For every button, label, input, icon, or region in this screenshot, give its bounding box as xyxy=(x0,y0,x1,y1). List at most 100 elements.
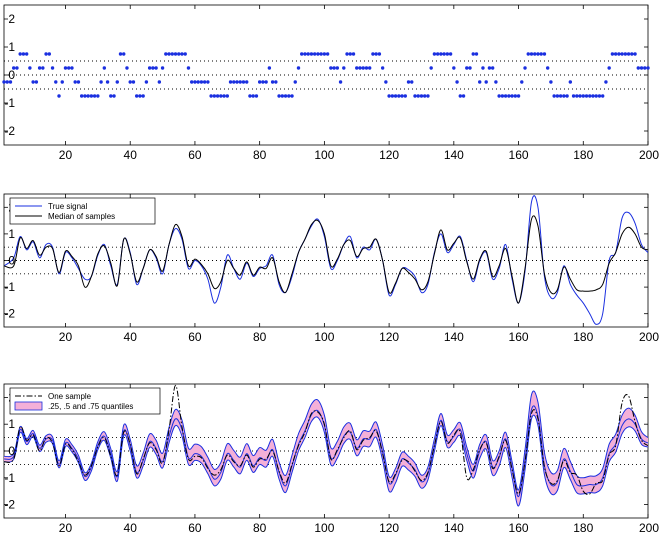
scatter-point xyxy=(238,80,242,84)
scatter-point xyxy=(160,66,165,70)
scatter-point xyxy=(539,52,543,56)
x-tick-label: 40 xyxy=(124,521,138,533)
scatter-point xyxy=(481,66,485,70)
scatter-point xyxy=(478,80,482,84)
x-tick-label: 20 xyxy=(59,148,73,162)
scatter-point xyxy=(351,52,356,56)
scatter-point xyxy=(387,94,391,98)
scatter-point xyxy=(73,80,77,84)
scatter-point xyxy=(8,80,13,84)
scatter-point xyxy=(393,94,398,98)
scatter-point xyxy=(423,94,427,98)
scatter-point xyxy=(345,52,349,56)
scatter-point xyxy=(193,80,197,84)
x-tick-label: 200 xyxy=(639,330,659,344)
x-tick-label: 180 xyxy=(573,330,593,344)
scatter-point xyxy=(465,66,469,70)
scatter-point xyxy=(151,66,155,70)
x-tick-label: 80 xyxy=(253,148,267,162)
scatter-point xyxy=(643,66,647,70)
x-tick-label: 100 xyxy=(314,330,334,344)
scatter-point xyxy=(199,80,204,84)
scatter-point xyxy=(34,80,39,84)
scatter-point xyxy=(290,94,294,98)
scatter-point xyxy=(329,66,333,70)
y-tick-label: -2 xyxy=(4,307,15,321)
x-tick-label: 100 xyxy=(314,521,334,533)
scatter-point xyxy=(112,94,116,98)
scatter-point xyxy=(173,52,178,56)
scatter-point xyxy=(468,66,472,70)
scatter-point xyxy=(5,80,9,84)
scatter-point xyxy=(322,52,327,56)
scatter-point xyxy=(248,94,252,98)
scatter-point xyxy=(591,94,595,98)
scatter-point xyxy=(316,52,320,56)
scatter-point xyxy=(503,94,508,98)
x-tick-label: 180 xyxy=(573,521,593,533)
scatter-point xyxy=(28,66,32,70)
scatter-point xyxy=(432,52,437,56)
scatter-point xyxy=(461,94,466,98)
scatter-point xyxy=(533,52,537,56)
scatter-point xyxy=(283,94,288,98)
scatter-point xyxy=(257,80,262,84)
series-median xyxy=(4,215,648,304)
scatter-point xyxy=(377,52,382,56)
scatter-point xyxy=(442,52,446,56)
legend-box xyxy=(9,197,156,225)
y-tick-label: -2 xyxy=(4,498,15,512)
panel-top-scatter: 20 40 60 80 100 120 140 160 180 200 -2 -1 0 1 2 xyxy=(2,4,659,162)
scatter-point xyxy=(245,80,249,84)
x-tick-label: 140 xyxy=(444,330,464,344)
scatter-point xyxy=(280,94,285,98)
scatter-point xyxy=(164,52,168,56)
scatter-point xyxy=(364,66,369,70)
scatter-point xyxy=(578,94,582,98)
scatter-point xyxy=(416,94,420,98)
scatter-point xyxy=(102,66,107,70)
scatter-point xyxy=(222,94,226,98)
scatter-point xyxy=(526,52,530,56)
scatter-point xyxy=(189,80,194,84)
scatter-point xyxy=(455,80,459,84)
scatter-point xyxy=(623,52,628,56)
scatter-point xyxy=(15,66,19,70)
scatter-point xyxy=(410,80,414,84)
scatter-point xyxy=(562,94,566,98)
scatter-point xyxy=(448,52,453,56)
x-tick-label: 100 xyxy=(314,148,334,162)
y-tick-label: 1 xyxy=(8,40,15,54)
scatter-point xyxy=(494,80,498,84)
scatter-point xyxy=(312,52,317,56)
scatter-point xyxy=(516,94,521,98)
scatter-point xyxy=(361,66,365,70)
scatter-point xyxy=(429,66,433,70)
scatter-point xyxy=(202,80,207,84)
scatter-point xyxy=(76,80,81,84)
scatter-point xyxy=(241,80,246,84)
scatter-point xyxy=(371,52,375,56)
y-tick-label: 1 xyxy=(8,227,15,241)
y-tick-label: -1 xyxy=(4,280,15,294)
series-q25 xyxy=(4,414,648,507)
legend-label: .25, .5 and .75 quantiles xyxy=(48,402,133,411)
scatter-point xyxy=(196,80,200,84)
scatter-point xyxy=(319,52,323,56)
scatter-point xyxy=(270,80,275,84)
x-tick-label: 140 xyxy=(444,148,464,162)
scatter-point xyxy=(390,94,395,98)
scatter-point xyxy=(131,80,136,84)
scatter-point xyxy=(529,52,534,56)
legend-label: True signal xyxy=(48,202,88,211)
scatter-point xyxy=(89,94,94,98)
scatter-point xyxy=(2,80,6,84)
x-tick-label: 120 xyxy=(379,148,399,162)
scatter-point xyxy=(335,66,340,70)
scatter-point xyxy=(296,66,301,70)
scatter-point xyxy=(568,80,573,84)
legend: One sample.25, .5 and .75 quantiles xyxy=(9,387,161,415)
scatter-point xyxy=(507,94,511,98)
